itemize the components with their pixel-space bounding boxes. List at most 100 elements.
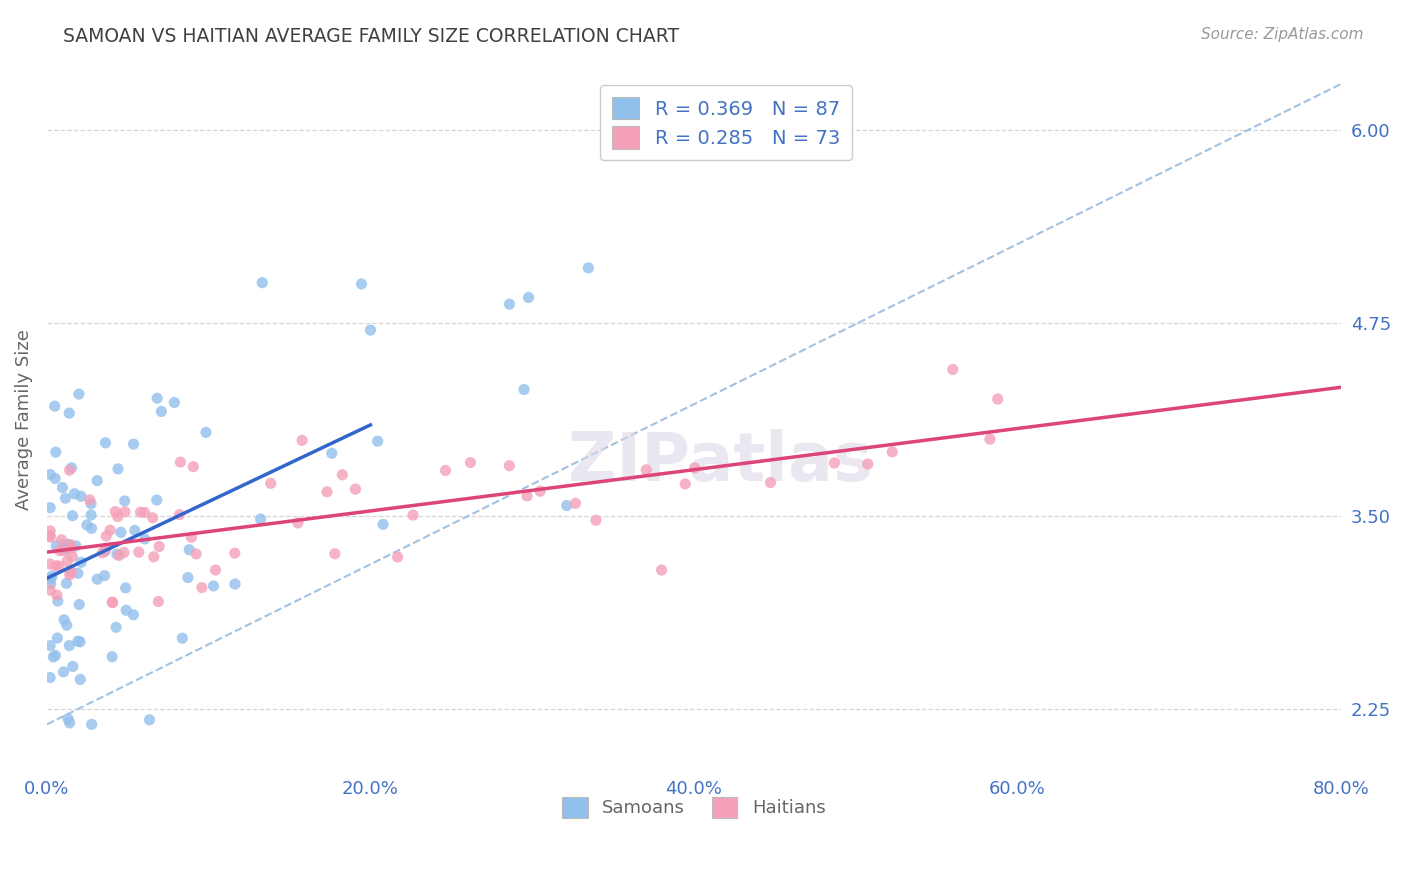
Point: [122, 607, 145, 622]
Point: [181, 459, 204, 474]
Point: [39, 639, 62, 653]
Point: [555, 499, 578, 513]
Text: Source: ZipAtlas.com: Source: ZipAtlas.com: [1201, 27, 1364, 42]
Point: [39, 467, 62, 482]
Point: [45, 588, 67, 602]
Point: [224, 546, 246, 560]
Point: [63, 487, 86, 501]
Point: [169, 508, 191, 522]
Point: [146, 391, 169, 405]
Point: [529, 484, 551, 499]
Point: [46, 594, 69, 608]
Text: SAMOAN VS HAITIAN AVERAGE FAMILY SIZE CORRELATION CHART: SAMOAN VS HAITIAN AVERAGE FAMILY SIZE CO…: [63, 27, 679, 45]
Point: [56, 712, 79, 726]
Point: [114, 494, 136, 508]
Point: [942, 362, 965, 376]
Legend: Samoans, Haitians: Samoans, Haitians: [555, 789, 832, 825]
Point: [45, 445, 67, 459]
Point: [564, 496, 586, 510]
Point: [387, 549, 409, 564]
Point: [145, 493, 167, 508]
Point: [115, 603, 138, 617]
Point: [53, 613, 76, 627]
Point: [172, 631, 194, 645]
Point: [260, 476, 283, 491]
Point: [94, 544, 117, 558]
Point: [367, 434, 389, 449]
Point: [62, 508, 84, 523]
Point: [498, 458, 520, 473]
Point: [184, 547, 207, 561]
Point: [498, 297, 520, 311]
Point: [70, 555, 93, 569]
Point: [142, 549, 165, 564]
Point: [86, 572, 108, 586]
Point: [39, 524, 62, 538]
Point: [291, 434, 314, 448]
Point: [128, 545, 150, 559]
Point: [39, 671, 62, 685]
Point: [122, 437, 145, 451]
Point: [287, 516, 309, 530]
Point: [105, 620, 128, 634]
Point: [52, 537, 75, 551]
Point: [59, 715, 82, 730]
Point: [60, 549, 83, 564]
Point: [134, 506, 156, 520]
Point: [39, 530, 62, 544]
Point: [882, 445, 904, 459]
Point: [60, 460, 83, 475]
Point: [585, 513, 607, 527]
Point: [51, 533, 73, 547]
Point: [55, 576, 77, 591]
Point: [204, 563, 226, 577]
Point: [344, 482, 367, 496]
Point: [39, 571, 62, 585]
Point: [104, 505, 127, 519]
Point: [67, 598, 90, 612]
Point: [45, 558, 67, 573]
Y-axis label: Average Family Size: Average Family Size: [15, 329, 32, 510]
Point: [513, 383, 536, 397]
Point: [86, 474, 108, 488]
Point: [59, 538, 82, 552]
Point: [129, 505, 152, 519]
Point: [45, 539, 67, 553]
Point: [823, 456, 845, 470]
Point: [66, 566, 89, 581]
Point: [55, 618, 77, 632]
Point: [114, 505, 136, 519]
Point: [80, 717, 103, 731]
Point: [651, 563, 673, 577]
Point: [60, 541, 83, 555]
Point: [44, 399, 66, 413]
Point: [107, 509, 129, 524]
Point: [94, 435, 117, 450]
Point: [42, 650, 65, 665]
Point: [59, 567, 82, 582]
Point: [96, 529, 118, 543]
Point: [39, 576, 62, 591]
Point: [44, 471, 66, 485]
Point: [39, 557, 62, 571]
Point: [108, 549, 131, 563]
Point: [59, 563, 82, 577]
Text: ZIPatlas: ZIPatlas: [568, 429, 872, 495]
Point: [107, 462, 129, 476]
Point: [58, 463, 80, 477]
Point: [138, 713, 160, 727]
Point: [80, 508, 103, 522]
Point: [371, 517, 394, 532]
Point: [321, 446, 343, 460]
Point: [516, 489, 538, 503]
Point: [177, 570, 200, 584]
Point: [66, 634, 89, 648]
Point: [101, 649, 124, 664]
Point: [110, 525, 132, 540]
Point: [124, 524, 146, 538]
Point: [169, 455, 191, 469]
Point: [350, 277, 373, 291]
Point: [39, 528, 62, 542]
Point: [134, 532, 156, 546]
Point: [56, 537, 79, 551]
